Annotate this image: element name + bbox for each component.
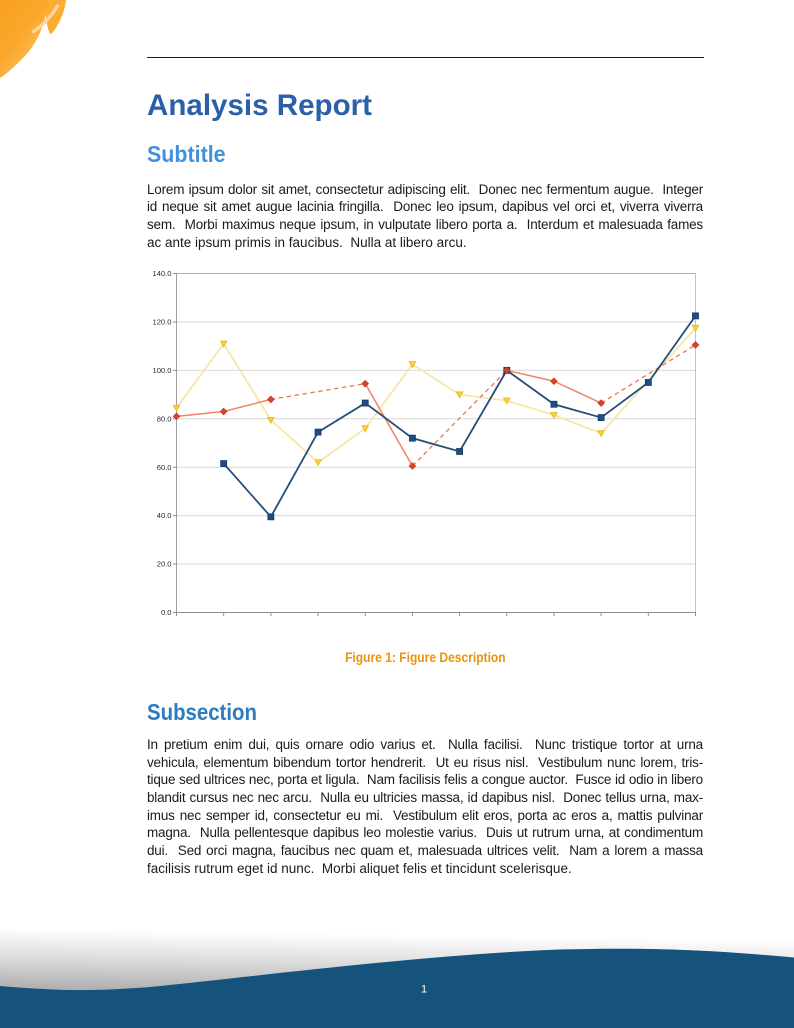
svg-text:80.0: 80.0	[157, 414, 172, 423]
svg-text:140.0: 140.0	[152, 269, 171, 278]
svg-text:100.0: 100.0	[152, 366, 171, 375]
svg-text:60.0: 60.0	[157, 463, 172, 472]
svg-text:20.0: 20.0	[157, 560, 172, 569]
svg-text:0.0: 0.0	[161, 608, 172, 617]
svg-text:1: 1	[421, 984, 427, 996]
svg-text:40.0: 40.0	[157, 511, 172, 520]
svg-text:120.0: 120.0	[152, 318, 171, 327]
